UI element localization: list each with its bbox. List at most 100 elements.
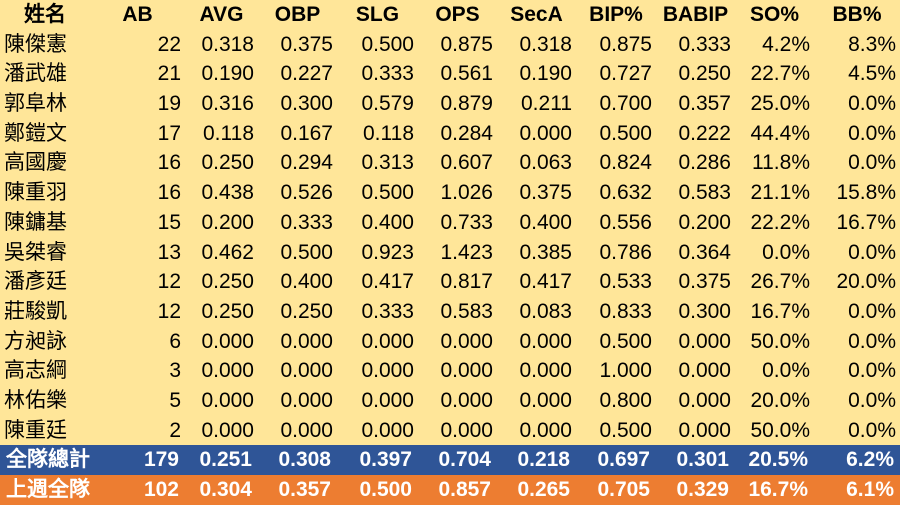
stat-cell: 0.0% xyxy=(762,359,810,383)
player-name: 高國慶 xyxy=(4,151,67,175)
column-header: 姓名 xyxy=(24,3,66,26)
summary-cell: 0.857 xyxy=(418,475,497,505)
stat-cell: 0.300 xyxy=(678,299,731,323)
stat-cell: 12 xyxy=(157,299,181,323)
column-header: AVG xyxy=(199,3,244,26)
stat-cell: 0.375 xyxy=(280,32,333,56)
stat-cell: 0.0% xyxy=(848,418,896,442)
stat-cell: 0.500 xyxy=(599,121,652,145)
stat-cell: 0.561 xyxy=(440,62,493,86)
summary-cell: 102 xyxy=(90,475,185,505)
stat-cell: 0.000 xyxy=(280,388,333,412)
stat-cell: 0.879 xyxy=(440,92,493,116)
stat-cell: 0.607 xyxy=(440,151,493,175)
stat-cell: 0.579 xyxy=(361,92,414,116)
stat-cell: 0.733 xyxy=(440,210,493,234)
summary-cell: 0.301 xyxy=(656,445,735,475)
summary-cell: 0.308 xyxy=(258,445,337,475)
stat-cell: 22.7% xyxy=(750,62,810,86)
stat-cell: 0.817 xyxy=(440,270,493,294)
stat-cell: 0.875 xyxy=(440,32,493,56)
stat-cell: 21.1% xyxy=(750,181,810,205)
summary-cell: 0.218 xyxy=(497,445,576,475)
stat-cell: 0.000 xyxy=(361,329,414,353)
stat-cell: 0.083 xyxy=(519,299,572,323)
stat-cell: 12 xyxy=(157,270,181,294)
summary-cell: 0.251 xyxy=(185,445,258,475)
column-header: BIP% xyxy=(589,3,643,26)
summary-cell: 0.704 xyxy=(418,445,497,475)
stat-cell: 0.000 xyxy=(440,329,493,353)
column-header: AB xyxy=(122,3,153,26)
column-header: OPS xyxy=(435,3,480,26)
stat-cell: 0.364 xyxy=(678,240,731,264)
player-name: 陳重羽 xyxy=(4,181,67,205)
summary-cell: 16.7% xyxy=(735,475,814,505)
stat-cell: 0.375 xyxy=(678,270,731,294)
stat-cell: 0.556 xyxy=(599,210,652,234)
stat-cell: 0.000 xyxy=(678,388,731,412)
stat-cell: 0.250 xyxy=(201,270,254,294)
stat-cell: 2 xyxy=(169,418,181,442)
stat-cell: 21 xyxy=(157,62,181,86)
player-name: 鄭鎧文 xyxy=(4,121,67,145)
stat-cell: 0.167 xyxy=(280,121,333,145)
stat-cell: 0.438 xyxy=(201,181,254,205)
stat-cell: 0.824 xyxy=(599,151,652,175)
stat-cell: 6 xyxy=(169,329,181,353)
stat-cell: 0.333 xyxy=(678,32,731,56)
stat-cell: 0.0% xyxy=(848,388,896,412)
player-name: 陳重廷 xyxy=(4,418,67,442)
stat-cell: 0.417 xyxy=(361,270,414,294)
stat-cell: 0.333 xyxy=(361,62,414,86)
player-name: 潘彥廷 xyxy=(4,270,67,294)
stat-cell: 20.0% xyxy=(836,270,896,294)
stat-cell: 0.294 xyxy=(280,151,333,175)
column-header: SO% xyxy=(749,3,799,26)
stat-cell: 0.400 xyxy=(361,210,414,234)
stat-cell: 0.284 xyxy=(440,121,493,145)
stat-cell: 0.0% xyxy=(848,329,896,353)
stat-cell: 0.375 xyxy=(519,181,572,205)
stat-cell: 50.0% xyxy=(750,329,810,353)
stat-cell: 0.500 xyxy=(280,240,333,264)
stat-cell: 0.400 xyxy=(519,210,572,234)
stat-cell: 1.026 xyxy=(440,181,493,205)
player-name: 陳鏞基 xyxy=(4,210,67,234)
stat-cell: 15.8% xyxy=(836,181,896,205)
stat-cell: 4.2% xyxy=(762,32,810,56)
stat-cell: 0.313 xyxy=(361,151,414,175)
stat-cell: 0.000 xyxy=(519,121,572,145)
stat-cell: 0.000 xyxy=(519,359,572,383)
stat-cell: 19 xyxy=(157,92,181,116)
stat-cell: 0.063 xyxy=(519,151,572,175)
column-header: SLG xyxy=(355,3,400,26)
stat-cell: 0.000 xyxy=(440,388,493,412)
summary-cell: 0.697 xyxy=(576,445,656,475)
stat-cell: 0.286 xyxy=(678,151,731,175)
column-header: BABIP xyxy=(662,3,729,26)
stat-cell: 17 xyxy=(157,121,181,145)
stat-cell: 0.385 xyxy=(519,240,572,264)
stat-cell: 0.0% xyxy=(762,240,810,264)
stat-cell: 0.000 xyxy=(201,359,254,383)
stat-cell: 16.7% xyxy=(750,299,810,323)
stat-cell: 0.875 xyxy=(599,32,652,56)
player-name: 吳桀睿 xyxy=(4,240,67,264)
summary-cell: 0.705 xyxy=(576,475,656,505)
summary-cell: 0.265 xyxy=(497,475,576,505)
stat-cell: 0.250 xyxy=(280,299,333,323)
stat-cell: 0.700 xyxy=(599,92,652,116)
stat-cell: 0.190 xyxy=(519,62,572,86)
player-name: 郭阜林 xyxy=(4,92,67,116)
summary-cell: 0.357 xyxy=(258,475,337,505)
player-name: 陳傑憲 xyxy=(4,32,67,56)
stat-cell: 0.000 xyxy=(519,418,572,442)
summary-cell: 179 xyxy=(90,445,185,475)
stat-cell: 0.250 xyxy=(678,62,731,86)
stat-cell: 0.000 xyxy=(280,329,333,353)
stat-cell: 0.000 xyxy=(280,359,333,383)
column-header: BB% xyxy=(832,3,882,26)
